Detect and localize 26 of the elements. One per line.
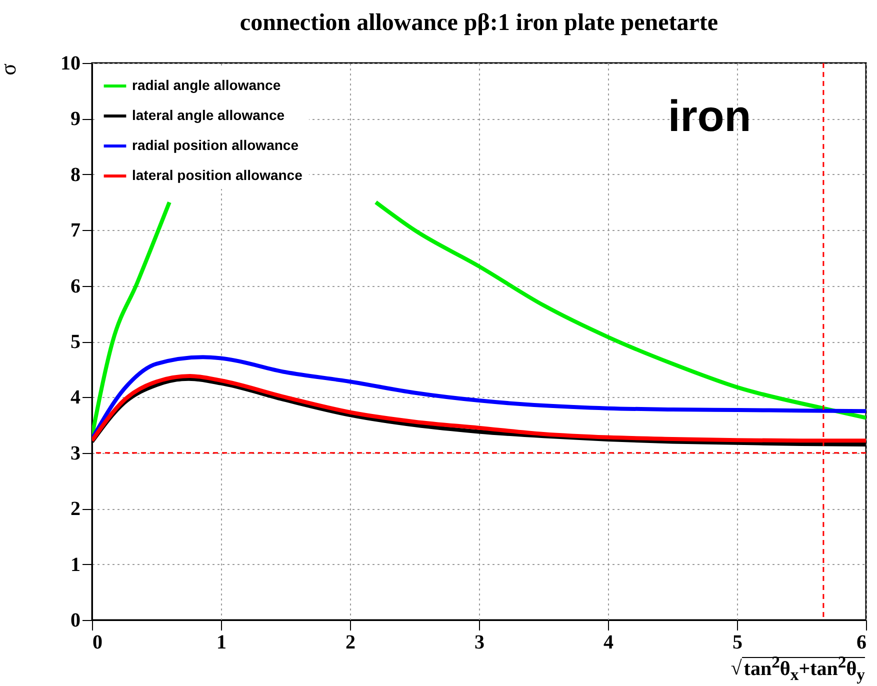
y-tick-label: 10 [60, 52, 80, 74]
legend-label: radial position allowance [132, 137, 299, 153]
x-tick-label: 3 [474, 632, 484, 654]
x-tick-label: 2 [346, 632, 356, 654]
y-tick-label: 0 [70, 610, 80, 632]
y-axis-title: σ [0, 63, 20, 76]
y-tick-label: 7 [70, 220, 80, 242]
legend-label: lateral position allowance [132, 167, 303, 183]
y-tick-label: 9 [70, 108, 80, 130]
x-tick-label: 0 [92, 632, 102, 654]
x-tick-label: 4 [604, 632, 614, 654]
y-tick-label: 4 [70, 386, 80, 409]
y-tick-label: 1 [70, 554, 80, 576]
y-tick-label: 3 [70, 442, 80, 464]
x-tick-label: 6 [856, 632, 866, 654]
y-tick-label: 6 [70, 275, 80, 298]
legend-label: lateral angle allowance [132, 107, 285, 123]
y-tick-label: 2 [70, 498, 80, 520]
y-tick-label: 8 [70, 164, 80, 186]
x-tick-label: 5 [732, 632, 742, 654]
legend-label: radial angle allowance [132, 77, 281, 93]
radical-sign: √ [730, 658, 742, 680]
y-tick-label: 5 [70, 331, 80, 353]
chart-title: connection allowance pβ:1 iron plate penetarte [240, 10, 718, 36]
x-tick-label: 1 [216, 632, 226, 654]
annotation: iron [668, 92, 752, 142]
